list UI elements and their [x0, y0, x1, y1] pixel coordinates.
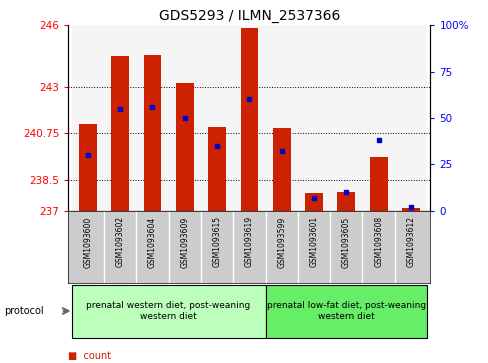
Bar — [111, 56, 129, 211]
Bar — [208, 127, 225, 211]
Text: GSM1093609: GSM1093609 — [180, 216, 189, 268]
Text: GSM1093600: GSM1093600 — [83, 216, 92, 268]
Bar — [233, 25, 265, 211]
Bar — [272, 128, 290, 211]
Bar — [143, 55, 161, 211]
Text: GSM1093612: GSM1093612 — [406, 216, 415, 267]
Bar — [240, 29, 258, 211]
Text: GSM1093601: GSM1093601 — [309, 216, 318, 268]
Bar — [329, 25, 362, 211]
Bar — [176, 83, 193, 211]
Text: GSM1093604: GSM1093604 — [148, 216, 157, 268]
Text: GSM1093602: GSM1093602 — [116, 216, 124, 268]
Text: prenatal western diet, post-weaning
western diet: prenatal western diet, post-weaning west… — [86, 301, 250, 321]
Bar — [401, 208, 419, 211]
Bar — [297, 25, 329, 211]
Bar — [201, 25, 233, 211]
Bar — [265, 25, 297, 211]
Bar — [168, 25, 201, 211]
Bar — [362, 25, 394, 211]
Bar — [79, 124, 97, 211]
Bar — [136, 25, 168, 211]
Bar — [369, 157, 386, 211]
Text: prenatal low-fat diet, post-weaning
western diet: prenatal low-fat diet, post-weaning west… — [266, 301, 425, 321]
Text: GSM1093615: GSM1093615 — [212, 216, 221, 268]
Bar — [394, 25, 426, 211]
Text: GSM1093619: GSM1093619 — [244, 216, 253, 268]
Text: protocol: protocol — [4, 306, 44, 316]
Text: GSM1093599: GSM1093599 — [277, 216, 285, 268]
Bar — [104, 25, 136, 211]
Bar — [72, 285, 265, 338]
Bar — [72, 25, 104, 211]
Text: GSM1093605: GSM1093605 — [341, 216, 350, 268]
Bar — [265, 285, 426, 338]
Text: GSM1093608: GSM1093608 — [373, 216, 382, 268]
Title: GDS5293 / ILMN_2537366: GDS5293 / ILMN_2537366 — [159, 9, 339, 23]
Bar — [305, 193, 322, 211]
Text: ■  count: ■ count — [68, 351, 111, 361]
Bar — [337, 192, 354, 211]
